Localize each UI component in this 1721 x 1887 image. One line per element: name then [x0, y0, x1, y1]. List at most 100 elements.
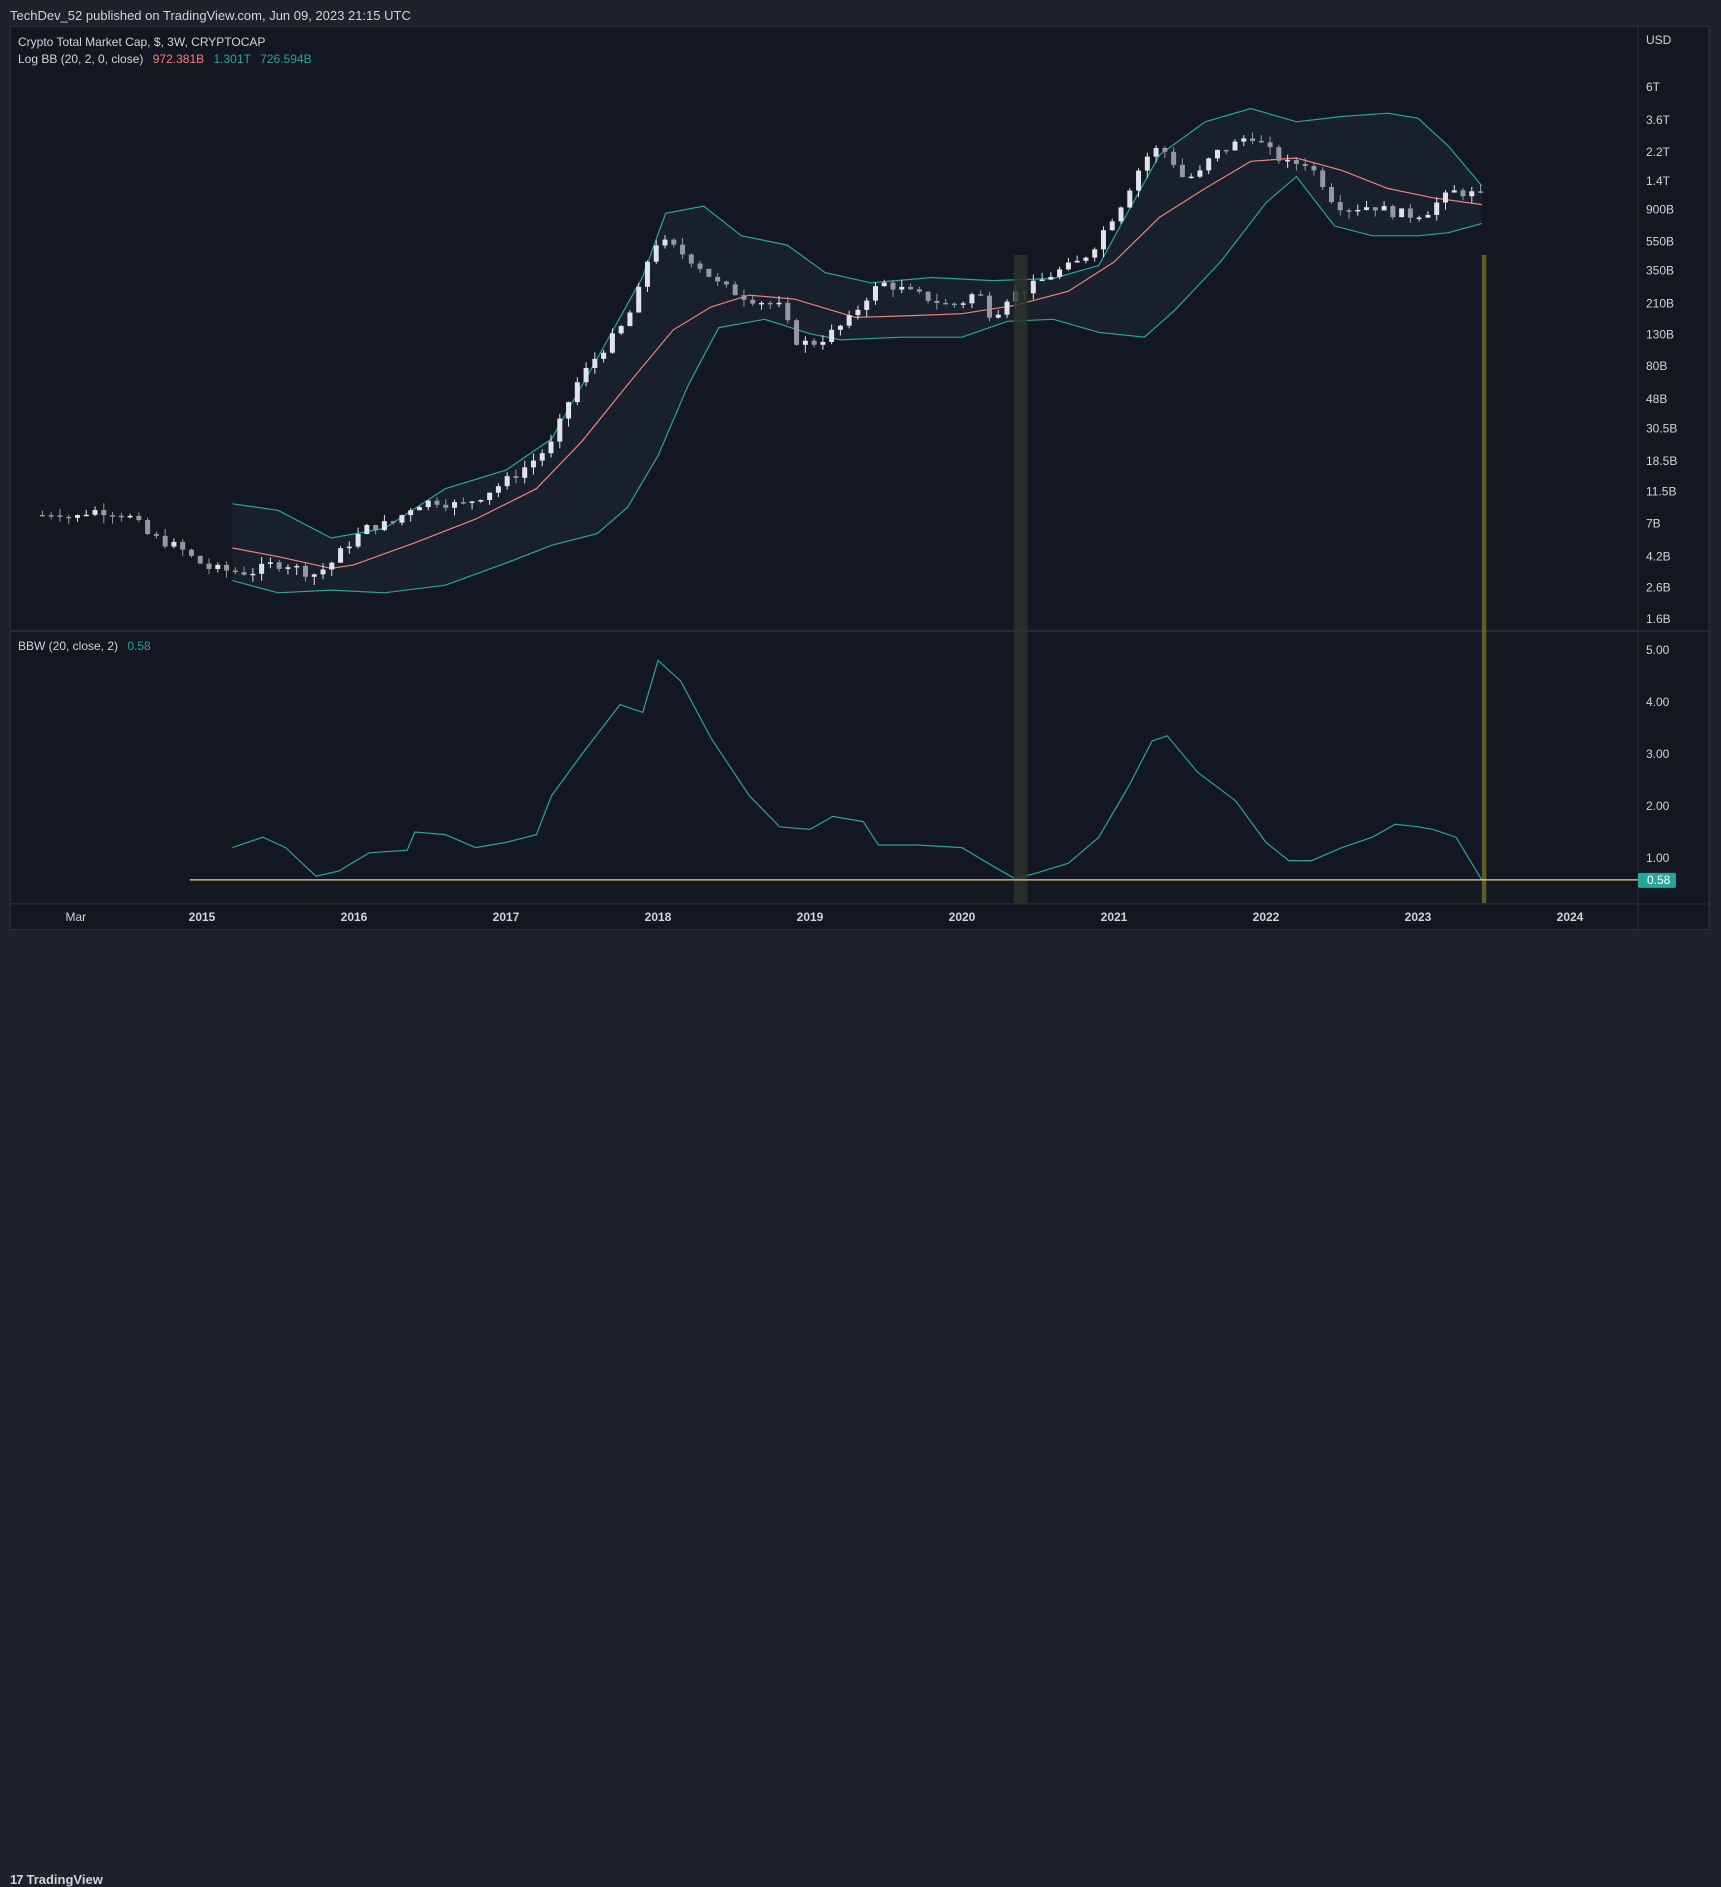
candle — [452, 502, 458, 508]
time-tick: 2024 — [1557, 910, 1584, 924]
bb-upper-value: 1.301T — [213, 52, 251, 66]
candle — [57, 515, 63, 517]
candle — [1390, 206, 1396, 218]
chart-frame — [10, 26, 1710, 930]
bbw-tick: 3.00 — [1646, 747, 1670, 761]
price-tick: 7B — [1646, 517, 1661, 531]
time-tick: 2022 — [1253, 910, 1280, 924]
candle — [180, 541, 186, 550]
tradingview-logo[interactable]: 17 TradingView — [10, 1872, 103, 1887]
candle — [153, 533, 159, 536]
bbw-current-badge — [1638, 872, 1676, 888]
candle — [566, 402, 572, 419]
bbw-pane — [232, 659, 1483, 881]
candle — [469, 501, 475, 503]
candle — [1109, 221, 1115, 231]
candle — [302, 565, 308, 577]
candle — [636, 286, 642, 313]
candle — [241, 572, 247, 575]
bb-indicator-label[interactable]: Log BB (20, 2, 0, close) — [18, 52, 144, 66]
candle — [995, 314, 1001, 318]
bb-upper-line — [232, 107, 1483, 539]
bb-lower-line — [232, 175, 1482, 594]
candle — [118, 515, 124, 518]
candle — [1048, 276, 1054, 280]
bbw-value: 0.58 — [127, 639, 151, 653]
candle — [320, 569, 326, 575]
candle — [127, 515, 133, 518]
candle — [1346, 210, 1352, 212]
candle — [1469, 191, 1475, 197]
time-tick: Mar — [66, 910, 87, 924]
candle — [1276, 147, 1282, 161]
candle — [609, 333, 615, 353]
time-tick: 2021 — [1101, 910, 1128, 924]
candle — [1171, 151, 1177, 165]
candle — [978, 294, 984, 296]
candle — [83, 514, 89, 517]
candle — [1039, 279, 1045, 282]
candle — [1451, 190, 1457, 193]
candle — [829, 329, 835, 342]
candle — [715, 276, 721, 282]
candle — [1100, 230, 1106, 250]
candle — [802, 340, 808, 345]
candle — [1337, 202, 1343, 211]
candle — [188, 549, 194, 556]
candle — [1092, 249, 1098, 258]
candle — [66, 516, 72, 519]
candle — [338, 548, 344, 563]
candle — [1434, 202, 1440, 215]
candle — [1127, 190, 1133, 208]
candle — [732, 284, 738, 296]
candle — [539, 453, 545, 461]
time-tick: 2020 — [949, 910, 976, 924]
price-tick: 30.5B — [1646, 421, 1677, 435]
candle — [1293, 159, 1299, 164]
candle — [697, 263, 703, 269]
bb-basis-value: 972.381B — [152, 52, 205, 66]
candle — [1083, 257, 1089, 261]
candle — [224, 564, 230, 571]
candle — [206, 563, 212, 569]
candle — [1478, 191, 1484, 193]
bbw-indicator-label[interactable]: BBW (20, close, 2) — [18, 639, 119, 653]
candle — [425, 500, 431, 508]
candle — [530, 460, 536, 468]
price-tick: 11.5B — [1646, 484, 1676, 498]
candle — [197, 555, 203, 564]
candle — [364, 525, 370, 534]
price-tick: 4.2B — [1646, 550, 1671, 564]
symbol-title[interactable]: Crypto Total Market Cap, $, 3W, CRYPTOCA… — [18, 35, 266, 49]
candle — [969, 294, 975, 304]
candle — [522, 467, 528, 478]
candle — [487, 492, 493, 501]
highlight-band-0 — [1013, 255, 1028, 903]
candle — [399, 515, 405, 523]
bbw-tick: 4.00 — [1646, 695, 1670, 709]
chart-canvas[interactable]: USD 6T 3.6T 2.2T 1.4T 900B 550B 350B 210B 130B 80B… — [0, 0, 1721, 966]
candle — [706, 268, 712, 277]
candle — [443, 504, 449, 508]
candle — [92, 510, 98, 515]
candle — [908, 286, 914, 290]
candle — [662, 239, 668, 246]
candle — [1232, 141, 1238, 151]
candle — [267, 562, 273, 564]
candle — [232, 570, 238, 573]
candle — [601, 352, 607, 359]
price-axis-bg — [1638, 27, 1708, 929]
candle — [1241, 138, 1247, 142]
candle — [329, 562, 335, 570]
main-legend: Crypto Total Market Cap, $, 3W, CRYPTOCA… — [18, 35, 265, 49]
candle — [1223, 149, 1229, 152]
candle — [1206, 158, 1212, 171]
candle — [171, 541, 177, 547]
tradingview-mark-icon: 17 — [10, 1872, 24, 1887]
candle — [1442, 192, 1448, 203]
candle — [1460, 190, 1466, 197]
candle — [101, 510, 107, 516]
candle — [162, 535, 168, 547]
candle — [1285, 159, 1291, 162]
candle — [864, 300, 870, 310]
